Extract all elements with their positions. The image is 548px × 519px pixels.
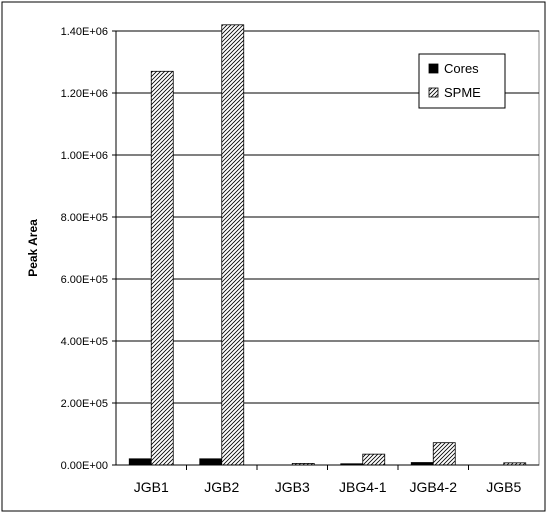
x-tick-label: JGB3 bbox=[275, 479, 310, 495]
bar-spme-jgb2 bbox=[221, 24, 245, 466]
legend-label-cores: Cores bbox=[444, 61, 479, 76]
legend-label-spme: SPME bbox=[444, 85, 481, 100]
legend-box bbox=[418, 53, 506, 109]
legend-swatch-spme bbox=[428, 87, 439, 98]
legend: Cores SPME bbox=[418, 53, 506, 109]
x-tick-label: JBG4-1 bbox=[339, 479, 387, 495]
y-tick-label: 8.00E+05 bbox=[61, 212, 108, 224]
y-tick-label: 4.00E+05 bbox=[61, 336, 108, 348]
legend-swatch-cores bbox=[428, 63, 439, 74]
y-tick-label: 0.00E+00 bbox=[61, 460, 108, 472]
x-tick-label: JGB4-2 bbox=[410, 479, 458, 495]
x-tick-label: JGB5 bbox=[486, 479, 521, 495]
y-tick-label: 2.00E+05 bbox=[61, 398, 108, 410]
bar-spme-jgb4-2 bbox=[432, 442, 456, 466]
bar-spme-jgb1 bbox=[150, 70, 174, 466]
y-tick-label: 6.00E+05 bbox=[61, 274, 108, 286]
y-axis-label: Peak Area bbox=[26, 219, 40, 277]
y-tick-label: 1.20E+06 bbox=[61, 88, 108, 100]
x-tick-label: JGB2 bbox=[204, 479, 239, 495]
bar-cores-jgb2 bbox=[199, 458, 223, 466]
bar-spme-jbg4-1 bbox=[362, 453, 386, 466]
y-tick-label: 1.40E+06 bbox=[61, 26, 108, 38]
y-tick-label: 1.00E+06 bbox=[61, 150, 108, 162]
bar-cores-jgb1 bbox=[128, 458, 152, 466]
x-tick-label: JGB1 bbox=[134, 479, 169, 495]
